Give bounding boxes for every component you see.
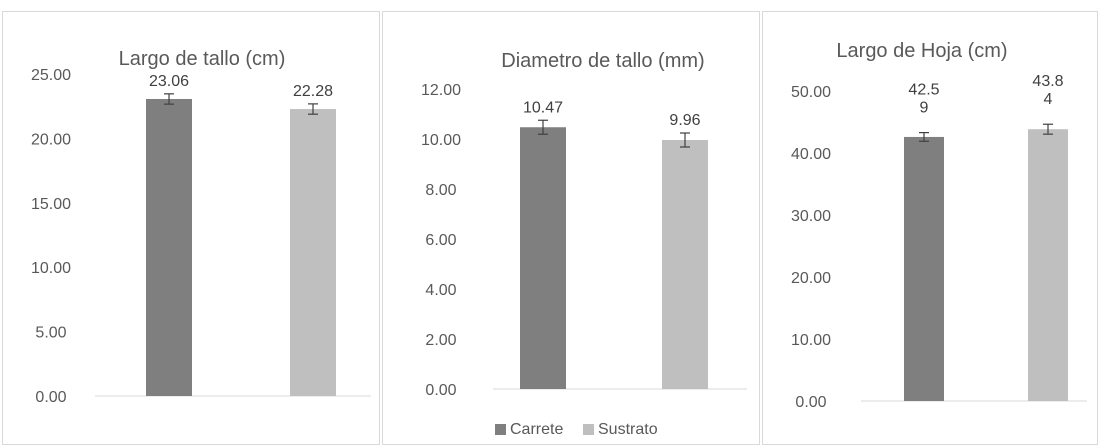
y-tick-label: 30.00: [791, 208, 831, 225]
y-tick-label: 5.00: [35, 325, 66, 342]
chart-svg-largo-de-hoja: Largo de Hoja (cm) 0.00 10.00 20.00 30.00 40…: [791, 40, 1087, 411]
y-tick-label: 2.00: [425, 332, 456, 349]
y-tick-label: 12.00: [421, 82, 461, 99]
y-tick-label: 10.00: [791, 332, 831, 349]
chart-svg-diametro-de-tallo: Diametro de tallo (mm) Carrete Sustrato …: [421, 50, 747, 438]
legend-label-carrete: Carrete: [510, 421, 563, 438]
data-label: 43.8: [1032, 73, 1063, 90]
y-tick-label: 20.00: [31, 131, 71, 148]
y-tick-label: 0.00: [425, 382, 456, 399]
chart-panel-largo-de-tallo: Largo de tallo (cm) 0.00 5.00 10.00 15.00 20…: [2, 11, 380, 445]
data-label: 22.28: [293, 83, 333, 100]
data-label: 10.47: [523, 99, 563, 116]
y-tick-label: 20.00: [791, 270, 831, 287]
chart-title: Largo de Hoja (cm): [836, 40, 1007, 62]
legend-label-sustrato: Sustrato: [598, 421, 658, 438]
y-tick-label: 0.00: [795, 394, 826, 411]
y-tick-label: 50.00: [791, 84, 831, 101]
chart-panel-largo-de-hoja: Largo de Hoja (cm) 0.00 10.00 20.00 30.00 40…: [762, 11, 1098, 445]
bar-sustrato: [290, 109, 336, 396]
chart-title: Largo de tallo (cm): [119, 48, 286, 70]
bar-carrete: [904, 136, 944, 401]
data-label: 9.96: [669, 112, 700, 129]
data-label: 4: [1044, 91, 1053, 108]
bar-carrete: [520, 127, 566, 389]
y-tick-label: 10.00: [31, 260, 71, 277]
chart-title: Diametro de tallo (mm): [501, 50, 704, 72]
data-label: 42.5: [908, 82, 939, 99]
y-tick-label: 0.00: [35, 389, 66, 406]
chart-panel-diametro-de-tallo: Diametro de tallo (mm) Carrete Sustrato …: [382, 11, 760, 445]
y-tick-label: 15.00: [31, 196, 71, 213]
y-tick-label: 6.00: [425, 232, 456, 249]
bar-sustrato: [662, 140, 708, 389]
data-label: 23.06: [149, 73, 189, 90]
chart-svg-largo-de-tallo: Largo de tallo (cm) 0.00 5.00 10.00 15.00 20…: [31, 48, 371, 406]
y-tick-label: 8.00: [425, 182, 456, 199]
y-tick-label: 40.00: [791, 146, 831, 163]
bar-carrete: [146, 98, 192, 397]
legend-swatch-sustrato: [583, 424, 594, 435]
y-tick-label: 4.00: [425, 282, 456, 299]
bar-sustrato: [1028, 129, 1068, 401]
y-tick-label: 25.00: [31, 67, 71, 84]
y-tick-label: 10.00: [421, 132, 461, 149]
legend-swatch-carrete: [495, 424, 506, 435]
data-label: 9: [920, 100, 929, 117]
